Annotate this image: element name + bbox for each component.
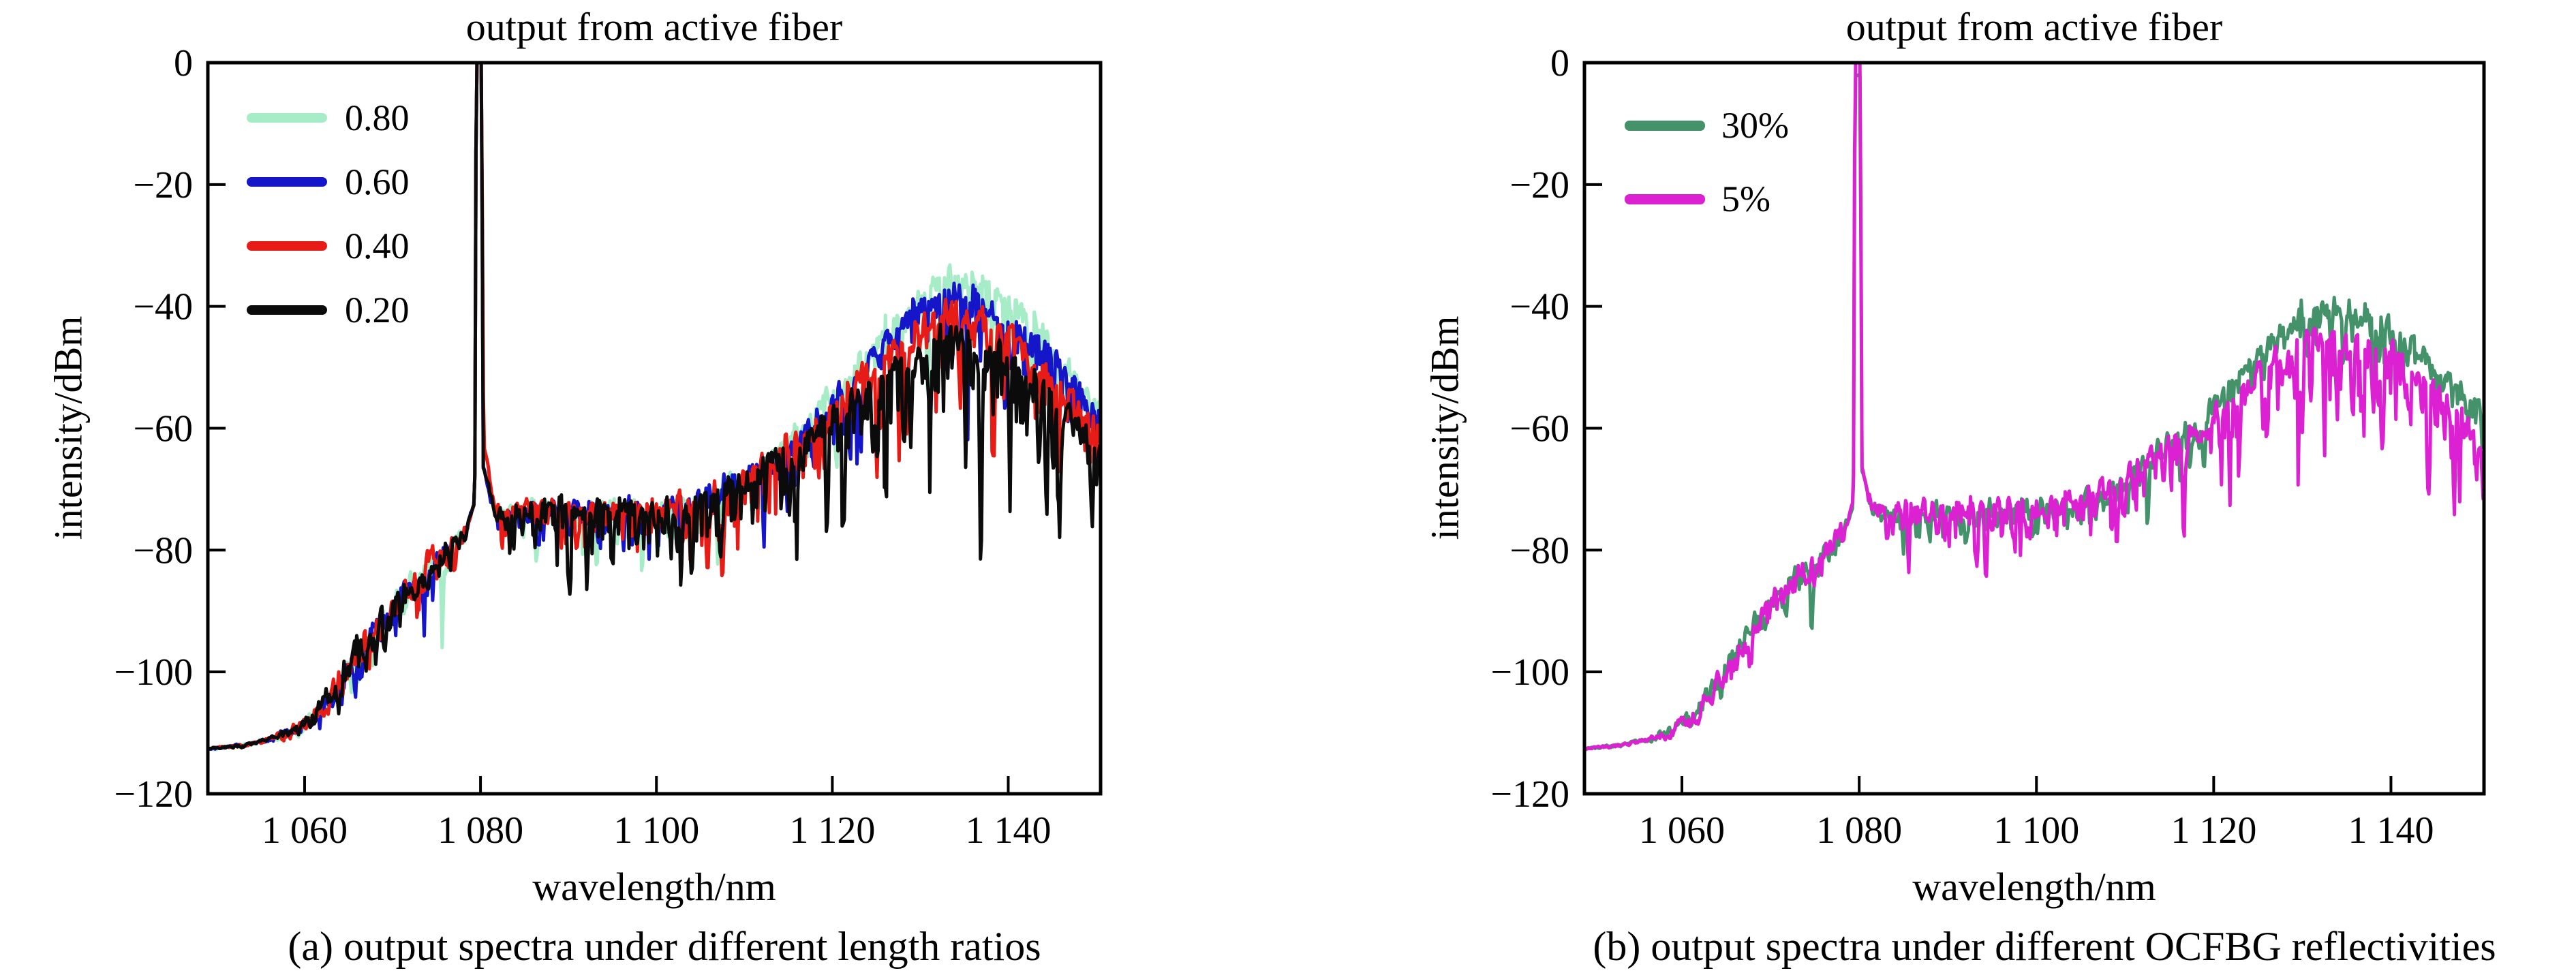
- legend-item-30%: 30%: [1625, 89, 1789, 162]
- y-tick-label: −80: [133, 529, 193, 572]
- legend-label: 0.20: [345, 290, 410, 330]
- panel-a: output from active fiber 1 060 1 080 1 100…: [46, 5, 1103, 969]
- panel-b-y-axis-label: intensity/dBm: [1422, 315, 1467, 540]
- panel-a-y-axis-label: intensity/dBm: [46, 315, 91, 540]
- y-tick-label: −100: [114, 651, 193, 694]
- legend-swatch: [1625, 194, 1705, 204]
- legend-label: 0.60: [345, 161, 410, 202]
- panel-a-plot: 1 060 1 080 1 100 1 120 1 140 0 −20 −40 −60 −80 −1…: [114, 42, 1103, 852]
- x-tick-label: 1 060: [1639, 809, 1725, 852]
- y-tick-label: −40: [1509, 286, 1569, 328]
- y-tick-label: −80: [1509, 529, 1569, 572]
- panel-b-legend: 30% 5%: [1625, 89, 1789, 236]
- x-tick-label: 1 140: [2348, 809, 2434, 852]
- series-line-0.20: [206, 61, 1102, 752]
- panel-a-legend: 0.80 0.60 0.40 0.20: [247, 86, 410, 342]
- legend-item-0.40: 0.40: [247, 214, 410, 278]
- panel-a-title: output from active fiber: [465, 5, 843, 49]
- legend-item-0.60: 0.60: [247, 150, 410, 214]
- y-tick-label: 0: [1550, 42, 1569, 84]
- panel-a-caption: (a) output spectra under different lengt…: [288, 924, 1041, 969]
- y-tick-label: −20: [1509, 164, 1569, 206]
- panel-b: output from active fiber 1 060 1 080 1 100…: [1288, 0, 2576, 975]
- y-tick-label: 0: [174, 42, 193, 84]
- legend-swatch: [247, 113, 327, 123]
- y-tick-label: −60: [1509, 408, 1569, 450]
- legend-item-5%: 5%: [1625, 162, 1789, 236]
- legend-label: 5%: [1721, 179, 1770, 219]
- series-line-5%: [1582, 61, 2485, 751]
- x-tick-label: 1 100: [1993, 809, 2079, 852]
- panel-b-title: output from active fiber: [1845, 5, 2223, 49]
- y-tick-label: −60: [133, 408, 193, 450]
- x-tick-label: 1 140: [965, 809, 1051, 852]
- y-tick-label: −120: [1490, 773, 1569, 816]
- legend-swatch: [247, 305, 327, 315]
- x-tick-label: 1 080: [438, 809, 523, 852]
- legend-label: 0.40: [345, 226, 410, 266]
- x-tick-label: 1 120: [789, 809, 875, 852]
- legend-item-0.80: 0.80: [247, 86, 410, 150]
- y-tick-label: −100: [1490, 651, 1569, 694]
- panel-a-x-axis-label: wavelength/nm: [532, 865, 776, 909]
- legend-label: 0.80: [345, 97, 410, 138]
- panel-b-x-axis-label: wavelength/nm: [1912, 865, 2156, 909]
- x-tick-label: 1 080: [1816, 809, 1902, 852]
- y-tick-label: −120: [114, 773, 193, 816]
- x-tick-label: 1 120: [2171, 809, 2256, 852]
- y-tick-label: −20: [133, 164, 193, 206]
- y-tick-label: −40: [133, 286, 193, 328]
- legend-label: 30%: [1721, 105, 1789, 146]
- x-tick-label: 1 100: [613, 809, 699, 852]
- x-tick-label: 1 060: [262, 809, 348, 852]
- panel-b-caption: (b) output spectra under different OCFBG…: [1593, 924, 2496, 969]
- legend-item-0.20: 0.20: [247, 278, 410, 342]
- legend-swatch: [247, 241, 327, 251]
- legend-swatch: [247, 177, 327, 187]
- legend-swatch: [1625, 120, 1705, 131]
- panel-b-plot: 1 060 1 080 1 100 1 120 1 140 0 −20 −40 −60 −80 −1…: [1490, 42, 2486, 852]
